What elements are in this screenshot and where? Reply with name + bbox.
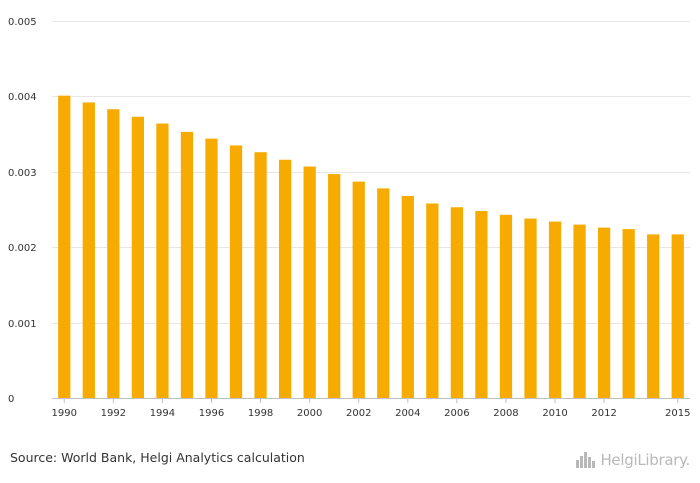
bar[interactable] <box>450 207 464 398</box>
bar[interactable] <box>229 145 243 398</box>
source-note: Source: World Bank, Helgi Analytics calc… <box>10 450 305 465</box>
x-tick-label: 1994 <box>150 408 175 419</box>
bar[interactable] <box>107 109 120 398</box>
x-tick-label: 2015 <box>665 408 690 419</box>
x-tick-label: 2000 <box>297 408 322 419</box>
bar[interactable] <box>278 159 292 398</box>
bar[interactable] <box>328 174 341 398</box>
x-tick-label: 2010 <box>542 408 567 419</box>
city-skyline-icon <box>576 452 596 468</box>
bar[interactable] <box>647 234 660 398</box>
x-tick-label: 1990 <box>52 408 77 419</box>
bar[interactable] <box>524 218 537 398</box>
x-tick-label: 2006 <box>444 408 469 419</box>
x-tick-label: 1992 <box>101 408 126 419</box>
x-tick-label: 1998 <box>248 408 273 419</box>
x-tick-label: 1996 <box>199 408 224 419</box>
bar[interactable] <box>352 181 365 398</box>
bar[interactable] <box>622 229 635 398</box>
y-axis-labels: 0 0.001 0.002 0.003 0.004 0.005 <box>8 17 37 405</box>
y-tick-label: 0.005 <box>8 17 37 28</box>
y-tick-label: 0 <box>8 394 14 405</box>
bar[interactable] <box>548 221 562 398</box>
bar[interactable] <box>377 188 390 398</box>
bar[interactable] <box>82 102 95 399</box>
bar-series <box>58 95 684 399</box>
bar[interactable] <box>303 166 316 398</box>
bar[interactable] <box>499 214 513 398</box>
y-tick-label: 0.002 <box>8 243 37 254</box>
bar[interactable] <box>426 203 439 398</box>
bar[interactable] <box>254 152 267 398</box>
x-axis <box>52 398 690 403</box>
bar[interactable] <box>475 211 488 398</box>
x-tick-label: 2004 <box>395 408 420 419</box>
y-tick-label: 0.003 <box>8 168 37 179</box>
bar[interactable] <box>205 138 218 398</box>
y-tick-label: 0.001 <box>8 319 37 330</box>
y-tick-label: 0.004 <box>8 92 37 103</box>
bar[interactable] <box>131 116 145 398</box>
bar[interactable] <box>58 95 71 399</box>
x-tick-label: 2002 <box>346 408 371 419</box>
bar[interactable] <box>573 224 586 398</box>
grid-lines <box>52 21 690 324</box>
x-tick-label: 2008 <box>493 408 518 419</box>
bar[interactable] <box>597 227 611 398</box>
helgi-library-logo[interactable]: HelgiLibrary. <box>560 449 690 471</box>
x-tick-label: 2012 <box>591 408 616 419</box>
bar[interactable] <box>401 195 414 398</box>
bar[interactable] <box>671 234 684 398</box>
bar[interactable] <box>156 123 169 398</box>
bar[interactable] <box>180 131 194 398</box>
logo-wordmark: HelgiLibrary. <box>600 451 690 469</box>
x-axis-labels: 1990 1992 1994 1996 1998 2000 2002 2004 2006 2008… <box>52 408 691 419</box>
